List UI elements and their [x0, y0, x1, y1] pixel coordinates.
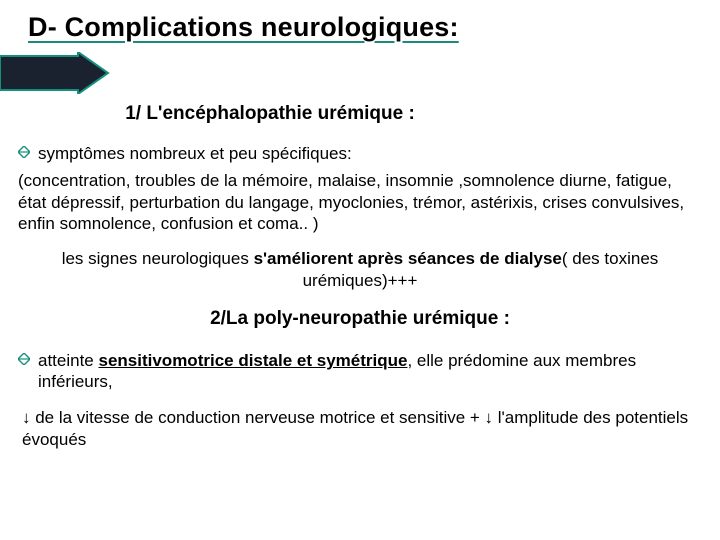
- bullet-2-text: atteinte sensitivomotrice distale et sym…: [38, 350, 702, 393]
- bullet2-pre: atteinte: [38, 351, 99, 370]
- diamond-bullet-icon: [18, 353, 30, 365]
- bullet2-strong: sensitivomotrice distale et symétrique: [99, 351, 408, 370]
- paragraph-1: (concentration, troubles de la mémoire, …: [18, 170, 702, 234]
- subheading-2: 2/La poly-neuropathie urémique :: [18, 308, 702, 330]
- bullet-row-2: atteinte sensitivomotrice distale et sym…: [18, 350, 702, 393]
- arrow-polygon: [0, 52, 108, 94]
- improve-line: les signes neurologiques s'améliorent ap…: [18, 248, 702, 292]
- improve-strong: s'améliorent après séances de dialyse: [254, 249, 562, 268]
- para2-text: ↓ de la vitesse de conduction nerveuse m…: [22, 408, 688, 449]
- page-title: D- Complications neurologiques:: [0, 12, 720, 43]
- subheading-1: 1/ L'encéphalopathie urémique :: [0, 103, 720, 125]
- slide: D- Complications neurologiques: 1/ L'enc…: [0, 0, 720, 540]
- diamond-bullet-icon: [18, 146, 30, 158]
- improve-pre: les signes neurologiques: [62, 249, 254, 268]
- bullet-row-1: symptômes nombreux et peu spécifiques:: [18, 143, 702, 164]
- section-1: symptômes nombreux et peu spécifiques: (…: [0, 143, 720, 451]
- title-text: D- Complications neurologiques:: [28, 12, 459, 42]
- bullet-1-text: symptômes nombreux et peu spécifiques:: [38, 143, 352, 164]
- arrow-decor-icon: [0, 52, 110, 94]
- paragraph-2: ↓ de la vitesse de conduction nerveuse m…: [18, 407, 702, 451]
